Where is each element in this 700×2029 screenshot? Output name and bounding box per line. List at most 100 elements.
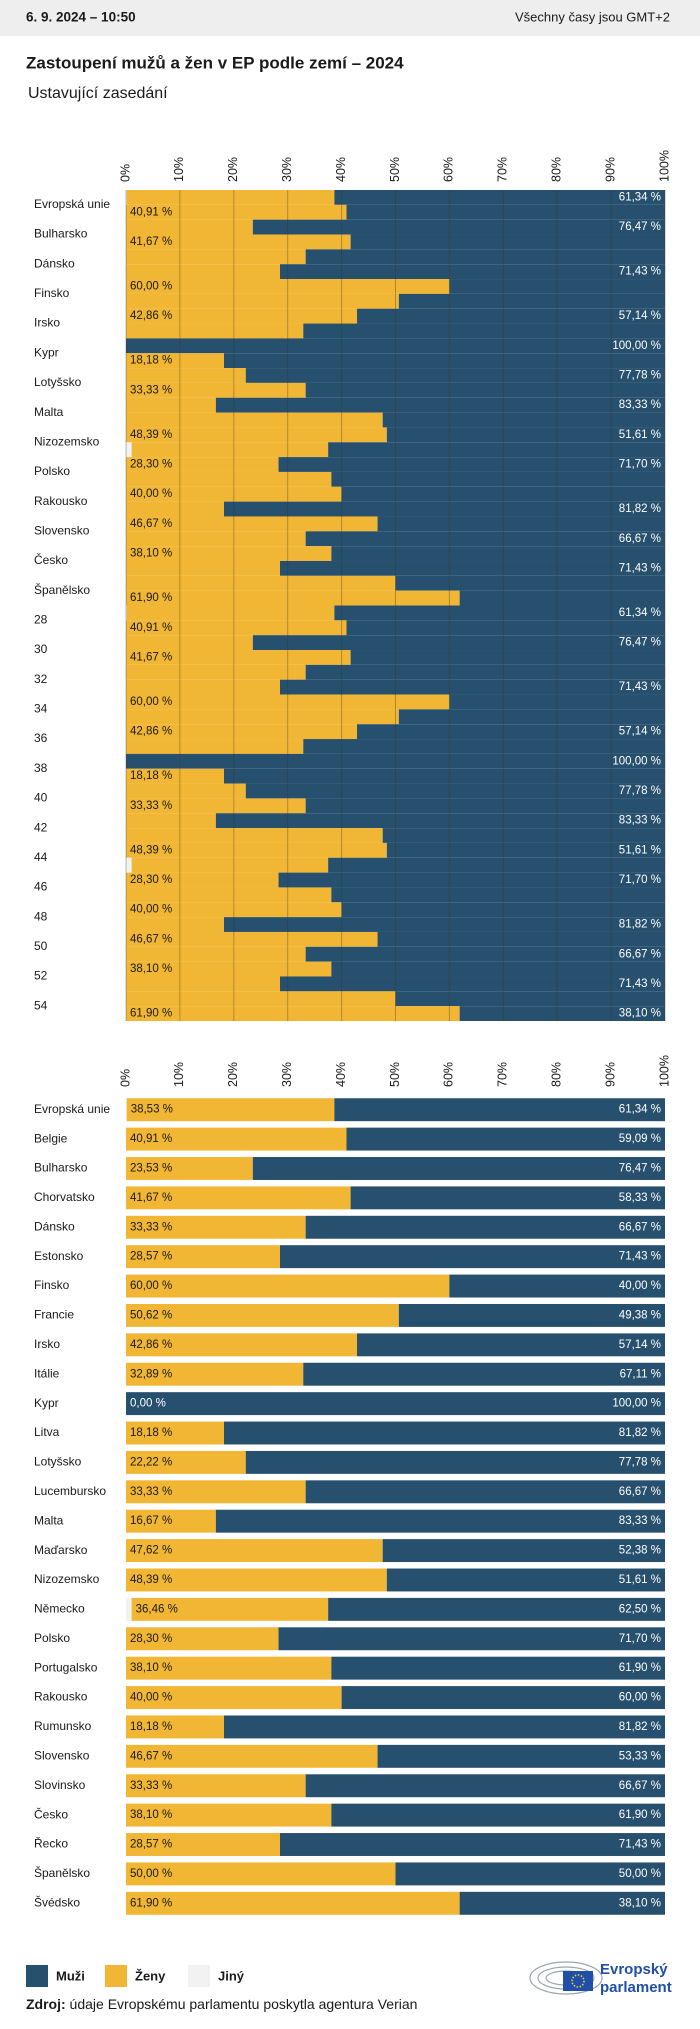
category-label: Bulharsko xyxy=(34,227,88,241)
bar-segment xyxy=(126,664,306,680)
x-tick-label: 50% xyxy=(388,1062,402,1087)
bar-segment xyxy=(377,1744,665,1768)
bar-segment xyxy=(223,768,665,784)
chart-title: Zastoupení mužů a žen v EP podle zemí – … xyxy=(26,53,404,72)
bar-segment xyxy=(126,1509,216,1533)
timestamp: 6. 9. 2024 – 10:50 xyxy=(26,10,136,25)
x-tick-label: 80% xyxy=(549,157,563,182)
bar-segment xyxy=(395,991,665,1007)
bar-segment xyxy=(126,1480,306,1504)
bar-segment xyxy=(126,1362,304,1386)
logo-stars xyxy=(571,1974,585,1988)
value-label: 38,10 % xyxy=(619,1897,661,1909)
category-label: Lotyšsko xyxy=(34,375,82,389)
category-label: Španělsko xyxy=(34,1865,90,1880)
value-label: 46,67 % xyxy=(130,518,172,530)
x-tick-label: 90% xyxy=(603,157,617,182)
category-label: Švédsko xyxy=(34,1894,80,1909)
category-label: Španělsko xyxy=(34,582,90,597)
bar-segment xyxy=(126,1245,280,1269)
value-label: 50,00 % xyxy=(130,1868,172,1880)
bar-segment xyxy=(305,946,665,962)
bar-segment xyxy=(126,338,665,354)
bar-segment xyxy=(126,1303,399,1327)
bar-segment xyxy=(126,234,351,250)
value-label: 76,47 % xyxy=(619,637,661,649)
bar-segment xyxy=(279,679,665,695)
bar-segment xyxy=(252,635,665,651)
value-label: 40,00 % xyxy=(130,1692,172,1704)
source: Zdroj: údaje Evropskému parlamentu posky… xyxy=(26,1996,417,2012)
value-label: 61,90 % xyxy=(130,1008,172,1020)
bar-segment xyxy=(215,1509,665,1533)
category-label: Lucembursko xyxy=(34,1484,106,1498)
legend-swatch xyxy=(188,1965,210,1987)
logo-text: parlament xyxy=(600,1979,672,1996)
bar-segment xyxy=(126,1774,306,1798)
bar-segment xyxy=(279,560,665,576)
bar-segment xyxy=(126,353,224,369)
x-tick-label: 40% xyxy=(334,1062,348,1087)
bar-segment xyxy=(245,1450,665,1474)
legend: Muži Ženy Jiný xyxy=(26,1965,245,1987)
bar-segment xyxy=(331,1656,665,1680)
value-label: 33,33 % xyxy=(130,1486,172,1498)
bar-segment xyxy=(126,546,332,561)
bar-segment xyxy=(126,442,132,458)
bar-segment xyxy=(449,1274,665,1298)
bar-segment xyxy=(126,190,127,205)
bar-segment xyxy=(126,279,450,294)
category-label: Polsko xyxy=(34,464,70,478)
value-label: 66,67 % xyxy=(619,533,661,545)
bar-segment xyxy=(305,1774,665,1798)
chart-subtitle: Ustavující zasedání xyxy=(28,85,168,102)
value-label: 58,33 % xyxy=(619,1192,661,1204)
x-tick-label: 100% xyxy=(657,150,671,182)
category-label: 36 xyxy=(34,731,48,745)
bar-segment xyxy=(126,991,396,1007)
bar-segment xyxy=(126,1539,383,1563)
category-label: Bulharsko xyxy=(34,1161,88,1175)
category-label: Finsko xyxy=(34,1278,70,1292)
x-tick-label: 60% xyxy=(442,1062,456,1087)
bar-segment xyxy=(126,1098,127,1122)
value-label: 76,47 % xyxy=(619,221,661,233)
bar-segment xyxy=(331,1803,665,1827)
bar-segment xyxy=(126,249,306,265)
category-label: 40 xyxy=(34,791,48,805)
value-label: 41,67 % xyxy=(130,236,172,248)
bar-segment xyxy=(377,931,665,947)
category-label: 42 xyxy=(34,820,48,834)
value-label: 40,00 % xyxy=(130,488,172,500)
bar-segment xyxy=(126,471,332,487)
x-tick-label: 30% xyxy=(280,1062,294,1087)
category-label: Rakousko xyxy=(34,1690,88,1704)
bar-segment xyxy=(357,724,665,740)
bar-segment xyxy=(350,650,665,665)
category-label: 44 xyxy=(34,850,48,864)
value-label: 38,10 % xyxy=(130,963,172,975)
bar-segment xyxy=(398,1303,665,1327)
value-label: 40,00 % xyxy=(619,1280,661,1292)
bar-segment xyxy=(223,917,665,932)
bar-segment xyxy=(346,620,665,636)
category-label: 54 xyxy=(34,998,48,1012)
bar-segment xyxy=(346,1127,665,1151)
value-label: 60,00 % xyxy=(619,1692,661,1704)
category-label: Lotyšsko xyxy=(34,1455,82,1469)
bar-segment xyxy=(357,308,665,324)
value-label: 61,34 % xyxy=(619,607,661,619)
value-label: 47,62 % xyxy=(130,1545,172,1557)
bar-segment xyxy=(252,1157,665,1180)
value-label: 83,33 % xyxy=(619,1515,661,1527)
category-label: Litva xyxy=(34,1425,60,1439)
value-label: 60,00 % xyxy=(130,280,172,292)
bar-segment xyxy=(126,650,351,665)
category-label: Malta xyxy=(34,1513,64,1527)
bar-segment xyxy=(126,1597,132,1621)
category-label: Slovensko xyxy=(34,1749,90,1763)
bar-segment xyxy=(126,887,332,903)
bar-segment xyxy=(303,323,665,339)
bar-segment xyxy=(126,293,399,309)
value-label: 100,00 % xyxy=(612,1398,661,1410)
